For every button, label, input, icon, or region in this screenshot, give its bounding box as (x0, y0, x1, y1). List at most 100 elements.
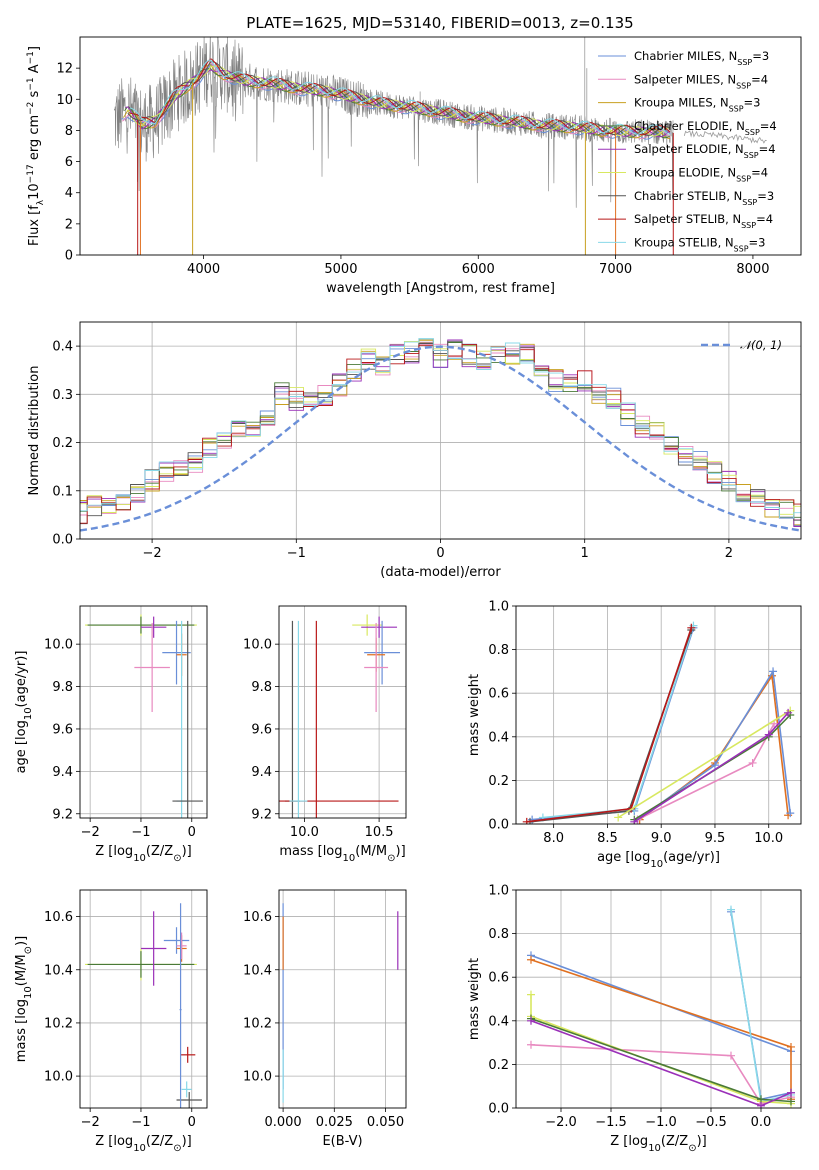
y-axis-label: Flux [fλ10−17 erg cm−2 s−1 A−1] (26, 46, 46, 246)
axes-frame (79, 321, 802, 540)
y-tick-label: 0.3 (52, 388, 73, 403)
axes-frame (79, 889, 208, 1109)
histogram-chabrier-elodie (80, 338, 801, 518)
series-model-orange (639, 673, 789, 821)
y-tick-label: 10.2 (243, 1016, 272, 1031)
histogram-salpeter-miles (80, 343, 801, 521)
figure-title: PLATE=1625, MJD=53140, FIBERID=0013, z=0… (246, 14, 633, 32)
y-tick-label: 10.6 (44, 910, 73, 925)
y-tick-label: 4 (65, 186, 73, 201)
plot-area (522, 621, 795, 824)
panels: 4000 5000 6000 7000 8000024681012wavelength … (14, 36, 802, 1154)
y-tick-label: 0.2 (488, 774, 509, 789)
x-tick-label: −1 (287, 546, 306, 561)
model-chabrier-stelib (127, 61, 671, 136)
y-tick-label: 0.8 (488, 643, 509, 658)
marker (527, 955, 535, 964)
legend-label: Kroupa ELODIE, NSSP=4 (634, 166, 768, 184)
y-tick-label: 9.6 (251, 722, 272, 737)
x-tick-label: 7000 (599, 262, 632, 277)
histogram-kroupa-elodie (80, 340, 801, 515)
x-tick-label: 2 (725, 546, 733, 561)
y-tick-label: 9.8 (52, 680, 73, 695)
histogram-kroupa-miles (80, 339, 801, 526)
x-tick-label: −1 (131, 825, 150, 840)
model-salpeter-elodie (125, 69, 670, 138)
data-tail (683, 129, 767, 144)
y-tick-label: 10.0 (44, 638, 73, 653)
y-tick-label: 0.0 (52, 533, 73, 548)
x-tick-label: 10.0 (290, 825, 319, 840)
y-tick-label: 0.4 (488, 730, 509, 745)
y-tick-label: 1.0 (488, 884, 509, 899)
model-salpeter-stelib (128, 58, 671, 136)
histogram-kroupa-stelib (80, 338, 801, 519)
marker (748, 758, 757, 767)
legend-label: 𝒩(0, 1) (740, 338, 782, 352)
marker (787, 1097, 795, 1106)
y-tick-label: 9.2 (52, 807, 73, 822)
marker (786, 809, 795, 818)
x-tick-label: 10.5 (365, 825, 394, 840)
x-tick-label: −2.0 (545, 1115, 577, 1130)
marker (527, 1040, 535, 1049)
plot-area (282, 903, 399, 1103)
y-axis-label: mass weight (467, 674, 482, 756)
y-tick-label: 10.4 (243, 963, 272, 978)
x-tick-label: 0.025 (316, 1115, 353, 1130)
panel-age_vs_Z: −2 −1 0 9.2 9.4 9.6 9.8 10.0 Z [log10(Z/Z⊙)] age … (14, 605, 208, 864)
y-tick-label: 10.4 (44, 963, 73, 978)
y-axis-label: mass weight (467, 958, 482, 1040)
y-tick-label: 10.0 (44, 1070, 73, 1085)
y-axis-label: age [log10(age/yr)] (14, 651, 34, 774)
y-tick-label: 10.0 (243, 1070, 272, 1085)
series-kroupa-elodie (617, 709, 791, 819)
x-tick-label: −1.5 (595, 1115, 627, 1130)
panel-age_vs_mass: 10.0 10.5 9.2 9.4 9.6 9.8 10.0 mass [log10(M/M⊙… (243, 605, 407, 864)
series-kroupa-stelib (542, 625, 695, 819)
marker (528, 815, 537, 824)
marker (757, 1101, 765, 1108)
y-tick-label: 0.2 (52, 436, 73, 451)
x-axis-label: E(B-V) (322, 1134, 362, 1149)
y-tick-label: 9.2 (251, 807, 272, 822)
x-axis-label: Z [log10(Z/Z⊙)] (95, 1134, 191, 1154)
y-tick-label: 0.0 (488, 1102, 509, 1117)
legend-label: Salpeter STELIB, NSSP=4 (634, 212, 773, 230)
x-tick-label: −0.5 (695, 1115, 727, 1130)
y-tick-label: 0.6 (488, 971, 509, 986)
normal-curve (80, 345, 801, 532)
y-tick-label: 0.0 (488, 818, 509, 833)
x-tick-label: 4000 (187, 262, 220, 277)
y-tick-label: 0.2 (488, 1058, 509, 1073)
x-axis-label: mass [log10(M/M⊙)] (279, 844, 405, 864)
marker (784, 708, 793, 717)
axes-frame (278, 605, 407, 819)
x-tick-label: −2 (143, 546, 162, 561)
series-chabrier-miles (637, 669, 791, 821)
marker (527, 990, 535, 999)
model-kroupa-stelib (129, 59, 670, 136)
y-tick-label: 9.4 (52, 765, 73, 780)
marker (630, 817, 639, 824)
plot-area (114, 37, 767, 255)
y-tick-label: 0.4 (52, 340, 73, 355)
x-tick-label: 0 (436, 546, 444, 561)
x-tick-label: 8000 (736, 262, 769, 277)
marker (522, 817, 531, 824)
x-tick-label: −1 (131, 1115, 150, 1130)
marker (769, 667, 778, 676)
x-axis-label: (data-model)/error (380, 565, 501, 580)
y-tick-label: 9.6 (52, 722, 73, 737)
x-tick-label: −1.0 (645, 1115, 677, 1130)
x-axis-label: Z [log10(Z/Z⊙)] (610, 1134, 706, 1154)
marker (614, 813, 623, 822)
axes-frame (79, 36, 802, 256)
plot-area (80, 338, 801, 532)
plot-area (85, 614, 203, 818)
x-tick-label: 8.5 (597, 831, 618, 846)
y-tick-label: 1.0 (488, 600, 509, 615)
histogram-chabrier-stelib (80, 340, 801, 525)
legend-label: Salpeter MILES, NSSP=4 (634, 72, 768, 90)
